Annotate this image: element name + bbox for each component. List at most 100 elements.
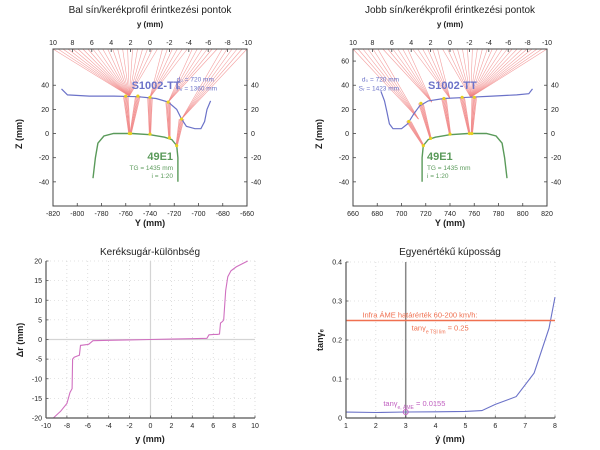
rail-contact-point <box>448 132 452 136</box>
contact-ray <box>417 48 451 99</box>
series-line <box>345 296 556 414</box>
contact-ray <box>167 48 208 103</box>
contact-ray <box>432 48 451 99</box>
x-tick-label: 740 <box>444 211 456 218</box>
x-tick-label: 820 <box>541 211 553 218</box>
y-tick-label: 0 <box>45 131 49 138</box>
y-axis-label: Δr (mm) <box>15 323 25 357</box>
x-tick-label: -700 <box>191 211 205 218</box>
contact-ray <box>129 48 143 97</box>
contact-ray <box>421 103 432 139</box>
contact-ray <box>397 48 433 103</box>
contact-ray <box>130 96 139 134</box>
contact-ray <box>117 48 130 97</box>
y-tick-label: 40 <box>41 83 49 90</box>
conicity-subscript: e, ÁME <box>398 404 415 411</box>
contact-ray <box>129 48 148 97</box>
contact-ray <box>129 48 133 97</box>
series-line <box>52 260 248 419</box>
top-tick-label: -6 <box>205 40 211 47</box>
top-tick-label: -10 <box>542 40 552 47</box>
contact-ray <box>442 98 451 135</box>
contact-ray <box>470 48 533 98</box>
threshold-value-label: tanγe TSI lim = 0.25 <box>412 324 469 336</box>
contact-ray <box>470 97 473 134</box>
x-tick-label: -10 <box>41 423 51 430</box>
rail-contact-point <box>148 132 152 136</box>
y-tick-label: 0.1 <box>332 377 342 384</box>
x-tick-label: 2 <box>169 423 173 430</box>
chart-title: Keréksugár-különbség <box>100 247 200 258</box>
rail-contact-point <box>429 136 433 140</box>
contact-ray <box>407 48 433 103</box>
y-tick-label: -40 <box>339 179 349 186</box>
contact-ray <box>52 48 130 97</box>
contact-ray <box>471 97 475 134</box>
contact-ray <box>168 102 170 138</box>
y-tick-label: 0.4 <box>332 260 342 267</box>
contact-ray <box>167 48 198 103</box>
contact-ray <box>127 96 131 134</box>
contact-ray <box>149 48 183 98</box>
y-tick-label: -20 <box>39 155 49 162</box>
x-tick-label: 5 <box>463 423 467 430</box>
contact-ray <box>181 48 238 120</box>
contact-ray <box>181 48 243 120</box>
y-right-tick-label: -40 <box>551 179 561 186</box>
threshold-symbol: tanγ <box>412 324 426 333</box>
panel-wheel-radius-difference: Keréksugár-különbség -10 -8 -6 -4 -2 0 2 4 6 8 102… <box>15 247 259 444</box>
contact-ray <box>357 48 419 120</box>
contact-ray <box>107 48 130 97</box>
contact-ray <box>175 119 181 146</box>
x-tick-label: 2 <box>374 423 378 430</box>
contact-ray <box>367 48 419 120</box>
y-right-tick-label: 20 <box>551 107 559 114</box>
contact-ray <box>150 97 153 135</box>
top-tick-label: -4 <box>186 40 192 47</box>
contact-ray <box>167 48 213 103</box>
x-tick-label: 0 <box>149 423 153 430</box>
contact-ray <box>427 48 451 99</box>
rail-param-inclination: i = 1:20 <box>427 173 449 180</box>
x-tick-label: 700 <box>396 211 408 218</box>
contact-ray <box>92 48 130 97</box>
contact-ray <box>419 103 431 139</box>
y-tick-label: 15 <box>34 278 42 285</box>
wheel-contact-point <box>148 95 152 99</box>
contact-ray <box>130 96 138 134</box>
contact-ray <box>423 103 432 139</box>
contact-ray <box>470 48 548 98</box>
top-tick-label: -8 <box>524 40 530 47</box>
contact-ray <box>82 48 130 97</box>
contact-ray <box>459 97 469 134</box>
x-tick-label: 4 <box>190 423 194 430</box>
rail-param-gauge: TG = 1435 mm <box>130 165 174 172</box>
contact-ray <box>112 48 130 97</box>
x-tick-label: -680 <box>216 211 230 218</box>
wheel-contact-point <box>460 95 464 99</box>
wheel-contact-point <box>472 95 476 99</box>
y-tick-label: -20 <box>339 155 349 162</box>
rail-profile-label: 49E1 <box>427 151 453 163</box>
contact-ray <box>124 96 130 134</box>
contact-ray <box>471 97 476 134</box>
panel-right-contact-points: Jobb sín/kerékprofil érintkezési pontok … <box>314 5 561 228</box>
x-tick-label: 760 <box>468 211 480 218</box>
x-tick-label: 10 <box>251 423 259 430</box>
y-right-tick-label: 40 <box>551 83 559 90</box>
contact-ray <box>129 96 137 134</box>
contact-ray <box>77 48 130 97</box>
top-tick-label: 8 <box>370 40 374 47</box>
y-tick-label: 0 <box>338 416 342 423</box>
top-tick-label: 0 <box>148 40 152 47</box>
contact-ray <box>447 48 471 98</box>
contact-ray <box>418 103 431 139</box>
contact-ray <box>457 48 471 98</box>
x-tick-label: 6 <box>211 423 215 430</box>
contact-ray <box>148 97 150 135</box>
y-right-tick-label: 0 <box>551 131 555 138</box>
contact-ray <box>470 48 508 98</box>
contact-ray <box>387 48 433 103</box>
contact-ray <box>165 102 169 138</box>
contact-ray <box>402 48 433 103</box>
